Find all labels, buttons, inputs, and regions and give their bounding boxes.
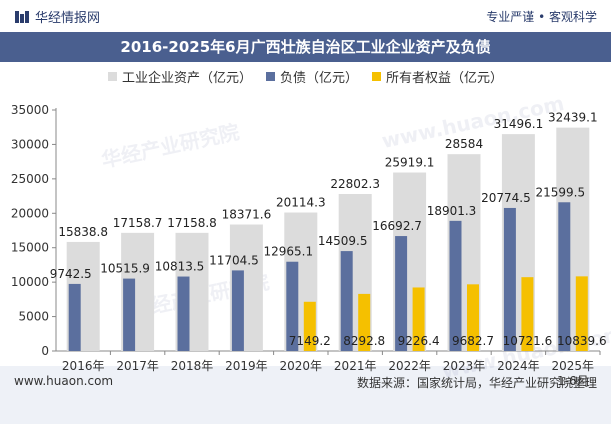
data-label-equity: 9226.4: [398, 334, 440, 348]
x-tick-label: 2016年: [62, 359, 105, 373]
data-label-assets: 17158.8: [167, 216, 217, 230]
legend-label-equity: 所有者权益（亿元）: [386, 70, 504, 86]
footer-source: 数据来源：国家统计局，华经产业研究院整理: [356, 376, 597, 390]
footer: www.huaon.com 数据来源：国家统计局，华经产业研究院整理: [0, 366, 611, 424]
legend-item-assets[interactable]: 工业企业资产（亿元）: [107, 66, 252, 86]
legend-label-assets: 工业企业资产（亿元）: [121, 70, 252, 86]
data-label-liabilities: 11704.5: [209, 253, 259, 267]
data-label-liabilities: 9742.5: [50, 267, 92, 281]
data-label-assets: 15838.8: [58, 225, 108, 239]
y-tick-label: 10000: [11, 275, 49, 289]
x-tick-label: 2020年: [280, 359, 323, 373]
data-label-assets: 22802.3: [330, 177, 380, 191]
bar-liabilities: [503, 207, 516, 351]
tagline: 专业严谨 • 客观科学: [486, 10, 597, 24]
x-tick-label: 2023年: [443, 359, 486, 373]
bar-liabilities: [177, 276, 190, 351]
data-label-assets: 31496.1: [494, 117, 544, 131]
legend-swatch-equity: [372, 71, 381, 81]
data-label-assets: 20114.3: [276, 195, 326, 209]
x-tick-label: 2018年: [171, 359, 214, 373]
data-label-liabilities: 21599.5: [535, 185, 585, 199]
data-label-liabilities: 20774.5: [481, 191, 531, 205]
bar-liabilities: [558, 202, 571, 351]
data-label-assets: 25919.1: [385, 156, 435, 170]
bar-equity: [467, 284, 479, 351]
y-tick-label: 0: [41, 344, 49, 358]
x-tick-label: 2025年: [552, 359, 595, 373]
bar-liabilities: [340, 251, 353, 351]
brand-logo-icon: [15, 10, 29, 23]
data-label-equity: 8292.8: [343, 334, 385, 348]
bar-liabilities: [449, 220, 462, 351]
chart-title: 2016-2025年6月广西壮族自治区工业企业资产及负债: [0, 32, 611, 62]
y-tick-label: 30000: [11, 137, 49, 151]
data-label-liabilities: 18901.3: [427, 204, 477, 218]
x-tick-label: 2021年: [334, 359, 377, 373]
bar-equity: [358, 293, 371, 351]
x-tick-label: 1-6月: [557, 374, 589, 388]
data-label-liabilities: 10515.9: [100, 262, 150, 276]
bar-equity: [412, 287, 425, 351]
data-label-liabilities: 16692.7: [372, 219, 422, 233]
bar-liabilities: [231, 270, 244, 351]
x-tick-label: 2017年: [116, 359, 159, 373]
data-label-equity: 10721.6: [503, 334, 553, 348]
bar-equity: [521, 277, 534, 351]
data-label-liabilities: 12965.1: [263, 245, 313, 259]
legend-item-liabilities[interactable]: 负债（亿元）: [265, 66, 358, 86]
y-tick-label: 20000: [11, 206, 49, 220]
y-tick-label: 5000: [18, 310, 49, 324]
data-label-assets: 28584: [445, 137, 483, 151]
brand[interactable]: 华经情报网: [14, 7, 100, 26]
brand-name: 华经情报网: [35, 11, 101, 26]
y-tick-label: 15000: [11, 241, 49, 255]
y-tick-label: 25000: [11, 172, 49, 186]
x-tick-label: 2019年: [225, 359, 268, 373]
bar-equity: [575, 276, 588, 351]
x-tick-label: 2024年: [497, 359, 540, 373]
data-label-liabilities: 10813.5: [155, 260, 205, 274]
data-label-assets: 32439.1: [548, 111, 598, 125]
bar-liabilities: [286, 261, 299, 351]
bar-liabilities: [68, 283, 81, 351]
bar-liabilities: [395, 236, 408, 351]
legend-swatch-assets: [107, 71, 117, 81]
bar-equity: [303, 301, 316, 351]
bar-liabilities: [123, 278, 136, 351]
data-label-assets: 18371.6: [222, 207, 272, 221]
legend-swatch-liabilities: [265, 71, 275, 81]
data-label-equity: 9682.7: [452, 334, 494, 348]
data-label-equity: 7149.2: [289, 334, 331, 348]
data-label-assets: 17158.7: [113, 216, 163, 230]
data-label-liabilities: 14509.5: [318, 234, 368, 248]
data-label-equity: 10839.6: [557, 334, 607, 348]
legend-item-equity[interactable]: 所有者权益（亿元）: [372, 66, 503, 86]
y-tick-label: 35000: [11, 103, 49, 117]
chart-legend: 工业企业资产（亿元） 负债（亿元） 所有者权益（亿元）: [0, 66, 611, 86]
legend-label-liabilities: 负债（亿元）: [279, 70, 358, 86]
top-bar: 华经情报网 专业严谨 • 客观科学: [0, 0, 611, 32]
footer-background: [0, 366, 611, 424]
footer-website[interactable]: www.huaon.com: [14, 374, 114, 388]
x-tick-label: 2022年: [388, 359, 431, 373]
